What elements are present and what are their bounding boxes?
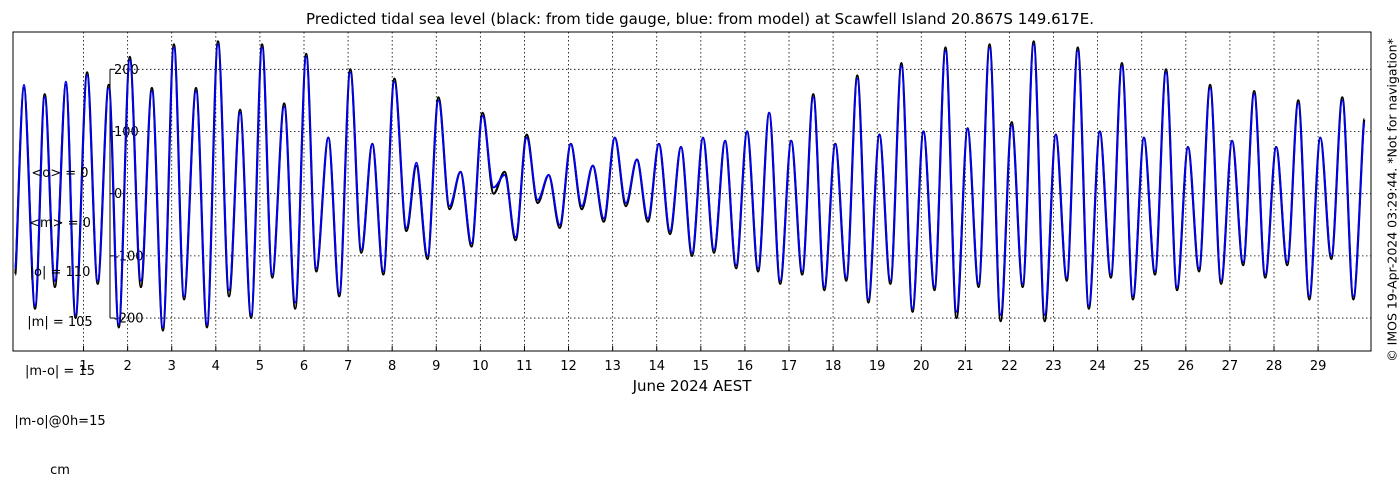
y-tick-label: -200: [114, 312, 144, 327]
x-tick-label: 16: [737, 359, 754, 374]
x-axis-label: June 2024 AEST: [632, 377, 753, 395]
x-tick-label: 14: [648, 359, 665, 374]
x-tick-label: 28: [1266, 359, 1283, 374]
x-axis: 1 2 3 4 5 6 7 8 9 10 11 12 13 14 15 16 17 18 19 20 21 22 23 24 2…: [79, 346, 1326, 374]
x-tick-label: 23: [1045, 359, 1062, 374]
x-tick-label: 10: [472, 359, 489, 374]
x-tick-label: 17: [781, 359, 798, 374]
x-tick-label: 7: [344, 359, 352, 374]
x-tick-label: 29: [1310, 359, 1327, 374]
series-group: [14, 40, 1366, 332]
x-tick-label: 18: [825, 359, 842, 374]
chart-title: Predicted tidal sea level (black: from t…: [306, 10, 1094, 28]
x-tick-label: 21: [957, 359, 974, 374]
stat-abs-observed: |o| = 110: [29, 265, 91, 280]
x-tick-label: 9: [432, 359, 440, 374]
tide-chart: Predicted tidal sea level (black: from t…: [12, 10, 1372, 395]
x-tick-label: 27: [1222, 359, 1239, 374]
plot-frame: [12, 31, 1372, 352]
stat-abs-diff: |m-o| = 15: [24, 364, 95, 379]
x-tick-label: 20: [913, 359, 930, 374]
stat-mean-model: <m> = 0: [29, 215, 91, 231]
y-tick-label: 200: [114, 63, 139, 78]
y-tick-label: 0: [114, 187, 122, 202]
x-tick-label: 15: [693, 359, 710, 374]
x-tick-label: 25: [1133, 359, 1150, 374]
x-tick-label: 2: [123, 359, 131, 374]
x-tick-label: 12: [560, 359, 577, 374]
x-tick-label: 3: [168, 359, 176, 374]
x-tick-label: 6: [300, 359, 308, 374]
series-line-model: [14, 43, 1366, 329]
x-tick-label: 24: [1089, 359, 1106, 374]
x-tick-label: 11: [516, 359, 533, 374]
x-tick-label: 5: [256, 359, 264, 374]
stat-mean-observed: <o> = 0: [31, 166, 89, 181]
x-tick-label: 1: [79, 359, 87, 374]
statistics-panel: <o> = 0 <m> = 0 |o| = 110 |m| = 105 |m-o…: [6, 133, 114, 496]
copyright-note: © IMOS 19-Apr-2024 03:29:44. *Not for na…: [1384, 38, 1400, 362]
stat-abs-diff-0h: |m-o|@0h=15: [14, 413, 106, 429]
x-tick-label: 26: [1178, 359, 1195, 374]
stat-abs-model: |m| = 105: [27, 314, 93, 330]
x-tick-label: 8: [388, 359, 396, 374]
stat-unit: cm: [50, 463, 70, 478]
x-tick-label: 22: [1001, 359, 1018, 374]
x-tick-label: 19: [869, 359, 886, 374]
x-tick-label: 13: [604, 359, 621, 374]
x-tick-label: 4: [212, 359, 220, 374]
